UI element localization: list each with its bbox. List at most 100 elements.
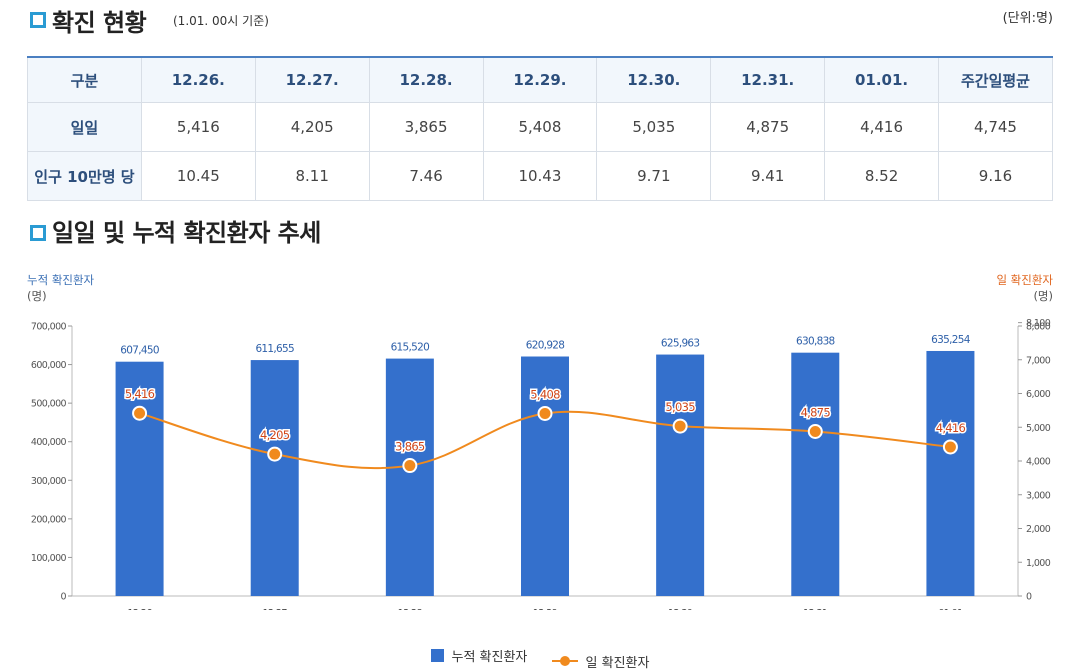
right-axis-title: 일 확진환자 (명): [996, 272, 1053, 304]
table-cell: 5,408: [482, 102, 598, 152]
table-cell: 4,875: [710, 102, 826, 152]
line-data-label: 5,408: [530, 387, 560, 401]
table-header: 12.31.: [710, 56, 826, 103]
table-cell: 9.16: [938, 151, 1053, 201]
legend-label: 일 확진환자: [585, 655, 650, 671]
table-header: 12.26.: [140, 56, 256, 103]
chart-legend: 누적 확진환자 일 확진환자: [0, 646, 1080, 671]
right-tick-label: 8,000: [1026, 322, 1051, 333]
trend-title: 일일 및 누적 확진환자 추세: [52, 219, 321, 247]
line-point: [807, 423, 823, 439]
left-tick-label: 400,000: [31, 437, 67, 448]
table-cell: 4,416: [824, 102, 939, 152]
status-title: 확진 현황: [52, 9, 147, 37]
table-cell: 5,035: [596, 102, 712, 152]
status-subtitle: (1.01. 00시 기준): [173, 14, 269, 28]
table-cell: 8.52: [824, 151, 939, 201]
right-tick-label: 1,000: [1026, 558, 1051, 569]
line-data-label: 4,416: [936, 421, 966, 435]
line-data-label: 5,416: [125, 387, 155, 401]
bar-data-label: 620,928: [526, 339, 565, 351]
table-cell: 9.71: [596, 151, 712, 201]
table-cell: 5,416: [140, 102, 256, 152]
unit-note: (단위:명): [1002, 11, 1053, 26]
left-tick-label: 700,000: [31, 322, 67, 333]
left-tick-label: 100,000: [31, 553, 67, 564]
legend-bar-swatch: [430, 649, 444, 662]
line-data-label: 5,035: [665, 400, 695, 414]
left-tick-label: 200,000: [31, 514, 67, 525]
table-header: 12.28.: [368, 56, 484, 103]
x-tick-label: 12.30: [668, 608, 693, 610]
x-tick-label: 12.26: [127, 608, 152, 610]
right-tick-label: 3,000: [1026, 490, 1051, 501]
line-point: [537, 405, 553, 421]
right-tick-label: 6,000: [1026, 389, 1051, 400]
legend-item-cumulative: 누적 확진환자: [430, 646, 528, 665]
legend-line-swatch: [551, 656, 578, 666]
table-header: 구분: [27, 56, 142, 103]
bar: [115, 361, 164, 596]
status-table: 구분 12.26. 12.27. 12.28. 12.29. 12.30. 12…: [27, 56, 1053, 201]
bar: [521, 356, 569, 596]
line-point: [942, 439, 958, 455]
x-tick-label: 12.27: [263, 608, 288, 610]
left-axis-unit: (명): [27, 289, 47, 303]
table-header: 12.29.: [482, 56, 598, 103]
line-point: [672, 418, 688, 434]
table-cell: 8.11: [254, 151, 370, 201]
table-cell: 9.41: [710, 151, 826, 201]
legend-item-daily: 일 확진환자: [551, 652, 650, 671]
row-label: 일일: [27, 102, 142, 152]
x-tick-label: 12.29: [533, 608, 558, 610]
x-tick-label: 12.31: [803, 608, 828, 610]
bar-data-label: 635,254: [931, 334, 971, 346]
section-icon: [30, 225, 46, 241]
table-header: 01.01.: [824, 56, 939, 103]
table-header-row: 구분 12.26. 12.27. 12.28. 12.29. 12.30. 12…: [27, 56, 1053, 103]
bar: [385, 358, 434, 596]
row-label: 인구 10만명 당: [27, 151, 142, 201]
left-tick-label: 600,000: [31, 360, 67, 371]
x-tick-label: 12.28: [398, 608, 423, 610]
right-tick-label: 7,000: [1026, 355, 1051, 366]
table-cell: 4,745: [938, 102, 1053, 152]
table-header: 12.30.: [596, 56, 712, 103]
table-cell: 3,865: [368, 102, 484, 152]
table-cell: 10.43: [482, 151, 598, 201]
right-tick-label: 2,000: [1026, 524, 1051, 535]
line-data-label: 4,205: [260, 428, 290, 442]
bar: [926, 350, 975, 596]
left-axis-label: 누적 확진환자: [27, 273, 95, 287]
right-tick-label: 5,000: [1026, 423, 1051, 434]
left-tick-label: 0: [61, 592, 67, 603]
left-tick-label: 300,000: [31, 476, 67, 487]
bar-data-label: 630,838: [796, 336, 835, 348]
left-axis-title: 누적 확진환자 (명): [27, 272, 94, 304]
line-data-label: 4,875: [801, 405, 831, 419]
table-cell: 4,205: [254, 102, 370, 152]
right-tick-label: 8,100: [1026, 318, 1051, 329]
section-icon: [30, 12, 46, 28]
line-data-label: 3,865: [395, 440, 425, 454]
right-tick-label: 4,000: [1026, 457, 1051, 468]
right-axis-label: 일 확진환자: [996, 273, 1053, 287]
bar-data-label: 615,520: [391, 342, 430, 354]
right-axis-unit: (명): [1033, 289, 1053, 303]
line-point: [402, 458, 418, 474]
table-cell: 7.46: [368, 151, 484, 201]
right-tick-label: 0: [1026, 592, 1032, 603]
left-tick-label: 500,000: [31, 399, 67, 410]
bar: [250, 360, 299, 596]
trend-chart: 0 100,000 200,000 300,000 400,000 500,000 600,…: [31, 318, 1051, 610]
table-row: 인구 10만명 당 10.45 8.11 7.46 10.43 9.71 9.4…: [27, 151, 1053, 201]
table-row: 일일 5,416 4,205 3,865 5,408 5,035 4,875 4…: [27, 102, 1053, 152]
line-point: [132, 405, 148, 421]
line-point: [267, 446, 283, 462]
table-header: 주간일평균: [938, 56, 1053, 103]
bar-data-label: 625,963: [661, 338, 700, 350]
bar-data-label: 607,450: [120, 345, 159, 357]
legend-label: 누적 확진환자: [451, 650, 528, 665]
bar: [791, 352, 840, 596]
bar-data-label: 611,655: [255, 343, 294, 355]
